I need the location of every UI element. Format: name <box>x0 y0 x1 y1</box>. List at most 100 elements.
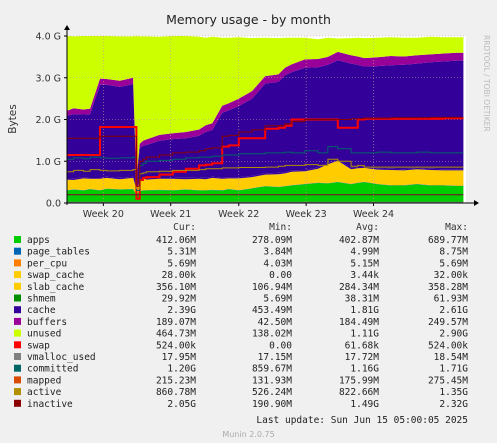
legend-value-cur: 2.39G <box>167 305 196 316</box>
legend-value-avg: 3.44k <box>350 270 379 281</box>
legend-swatch-active <box>14 388 21 396</box>
legend-swatch-apps <box>14 236 21 243</box>
legend-value-avg: 175.99M <box>339 375 379 386</box>
legend-value-min: 106.94M <box>252 282 292 293</box>
legend-name: apps <box>27 235 50 246</box>
legend-value-avg: 184.49M <box>339 317 379 328</box>
legend-name: vmalloc_used <box>27 352 96 363</box>
legend-value-min: 859.67M <box>252 364 292 375</box>
legend-swatch-buffers <box>14 317 21 325</box>
legend-column-header: Max: <box>445 222 468 233</box>
legend-value-min: 278.09M <box>252 235 292 246</box>
legend-value-min: 131.93M <box>252 375 292 386</box>
area-slab-cache <box>67 160 464 195</box>
legend-value-max: 2.61G <box>439 305 468 316</box>
legend-value-max: 275.45M <box>428 375 468 386</box>
legend-name: swap <box>27 340 50 351</box>
legend-value-min: 0.00 <box>269 270 292 281</box>
legend-value-max: 5.69M <box>439 258 468 269</box>
x-tick-label: Week 23 <box>286 209 327 220</box>
x-tick-label: Week 21 <box>150 209 191 220</box>
line-committed <box>67 146 464 191</box>
line-swap <box>67 117 464 200</box>
area-buffers <box>67 51 464 180</box>
legend-value-cur: 412.06M <box>156 235 196 246</box>
legend-value-max: 32.00k <box>434 270 469 281</box>
legend-swatch-swap <box>14 341 21 349</box>
legend-value-cur: 5.31M <box>167 247 196 258</box>
munin-version: Munin 2.0.75 <box>222 430 274 439</box>
line-inactive <box>67 116 464 187</box>
legend-value-avg: 5.15M <box>350 258 379 269</box>
y-tick-label: 1.0 G <box>36 157 62 168</box>
legend-value-avg: 1.81G <box>350 305 379 316</box>
legend-column-header: Min: <box>269 222 292 233</box>
legend-column-header: Avg: <box>356 222 379 233</box>
legend-name: cache <box>27 305 56 316</box>
legend-column-header: Cur: <box>173 222 196 233</box>
area-cache <box>67 60 464 189</box>
legend-value-max: 2.90G <box>439 329 468 340</box>
legend-value-max: 1.35G <box>439 387 468 398</box>
legend-swatch-per-cpu <box>14 259 21 267</box>
legend-value-cur: 2.05G <box>167 399 196 410</box>
area-unused <box>67 36 464 178</box>
x-tick-label: Week 20 <box>83 209 124 220</box>
legend-value-min: 0.00 <box>269 340 292 351</box>
legend-swatch-swap-cache <box>14 271 21 279</box>
legend-name: mapped <box>27 375 61 386</box>
legend-value-min: 3.84M <box>263 247 292 258</box>
legend-value-max: 358.28M <box>428 282 468 293</box>
legend-value-min: 138.02M <box>252 329 292 340</box>
legend-swatch-vmalloc-used <box>14 353 21 360</box>
legend-swatch-shmem <box>14 294 21 302</box>
legend-value-avg: 822.66M <box>339 387 379 398</box>
x-tick-label: Week 22 <box>218 209 259 220</box>
legend-value-avg: 61.68k <box>345 340 380 351</box>
line-active <box>67 158 464 189</box>
legend-value-avg: 1.49G <box>350 399 379 410</box>
legend-swatch-unused <box>14 329 21 337</box>
legend-value-avg: 17.72M <box>345 352 380 363</box>
legend-value-min: 42.50M <box>258 317 293 328</box>
legend-name: shmem <box>27 294 56 305</box>
y-tick-label: 3.0 G <box>36 73 62 84</box>
legend-value-cur: 189.07M <box>156 317 196 328</box>
legend-value-max: 689.77M <box>428 235 468 246</box>
legend-name: unused <box>27 329 61 340</box>
legend-value-avg: 38.31M <box>345 294 380 305</box>
legend-swatch-committed <box>14 364 21 372</box>
legend-value-cur: 1.20G <box>167 364 196 375</box>
legend-value-max: 524.00k <box>428 340 468 351</box>
legend-swatch-cache <box>14 306 21 314</box>
chart-title: Memory usage - by month <box>166 12 331 27</box>
legend-value-cur: 860.78M <box>156 387 196 398</box>
legend-value-avg: 1.11G <box>350 329 379 340</box>
y-axis-arrow <box>64 25 70 30</box>
legend-value-avg: 4.99M <box>350 247 379 258</box>
legend-name: swap_cache <box>27 270 84 281</box>
legend-name: active <box>27 387 62 398</box>
legend-swatch-inactive <box>14 399 21 407</box>
legend-value-max: 2.32G <box>439 399 468 410</box>
legend-swatch-page-tables <box>14 247 21 255</box>
legend-value-cur: 17.95M <box>162 352 197 363</box>
legend-value-min: 190.90M <box>252 399 292 410</box>
legend-value-cur: 524.00k <box>156 340 196 351</box>
legend-swatch-mapped <box>14 376 21 384</box>
legend-value-min: 453.49M <box>252 305 292 316</box>
legend-name: page_tables <box>27 247 90 258</box>
legend-value-avg: 402.87M <box>339 235 379 246</box>
legend-value-max: 1.71G <box>439 364 468 375</box>
x-axis-arrow <box>474 200 479 206</box>
legend-value-max: 8.75M <box>439 247 468 258</box>
legend-value-min: 526.24M <box>252 387 292 398</box>
y-tick-label: 4.0 G <box>36 32 62 43</box>
legend-name: buffers <box>27 317 67 328</box>
legend-name: per_cpu <box>27 258 67 269</box>
y-axis-label: Bytes <box>7 104 19 133</box>
legend-value-cur: 464.73M <box>156 329 196 340</box>
legend-value-cur: 356.10M <box>156 282 196 293</box>
legend-value-avg: 1.16G <box>350 364 379 375</box>
